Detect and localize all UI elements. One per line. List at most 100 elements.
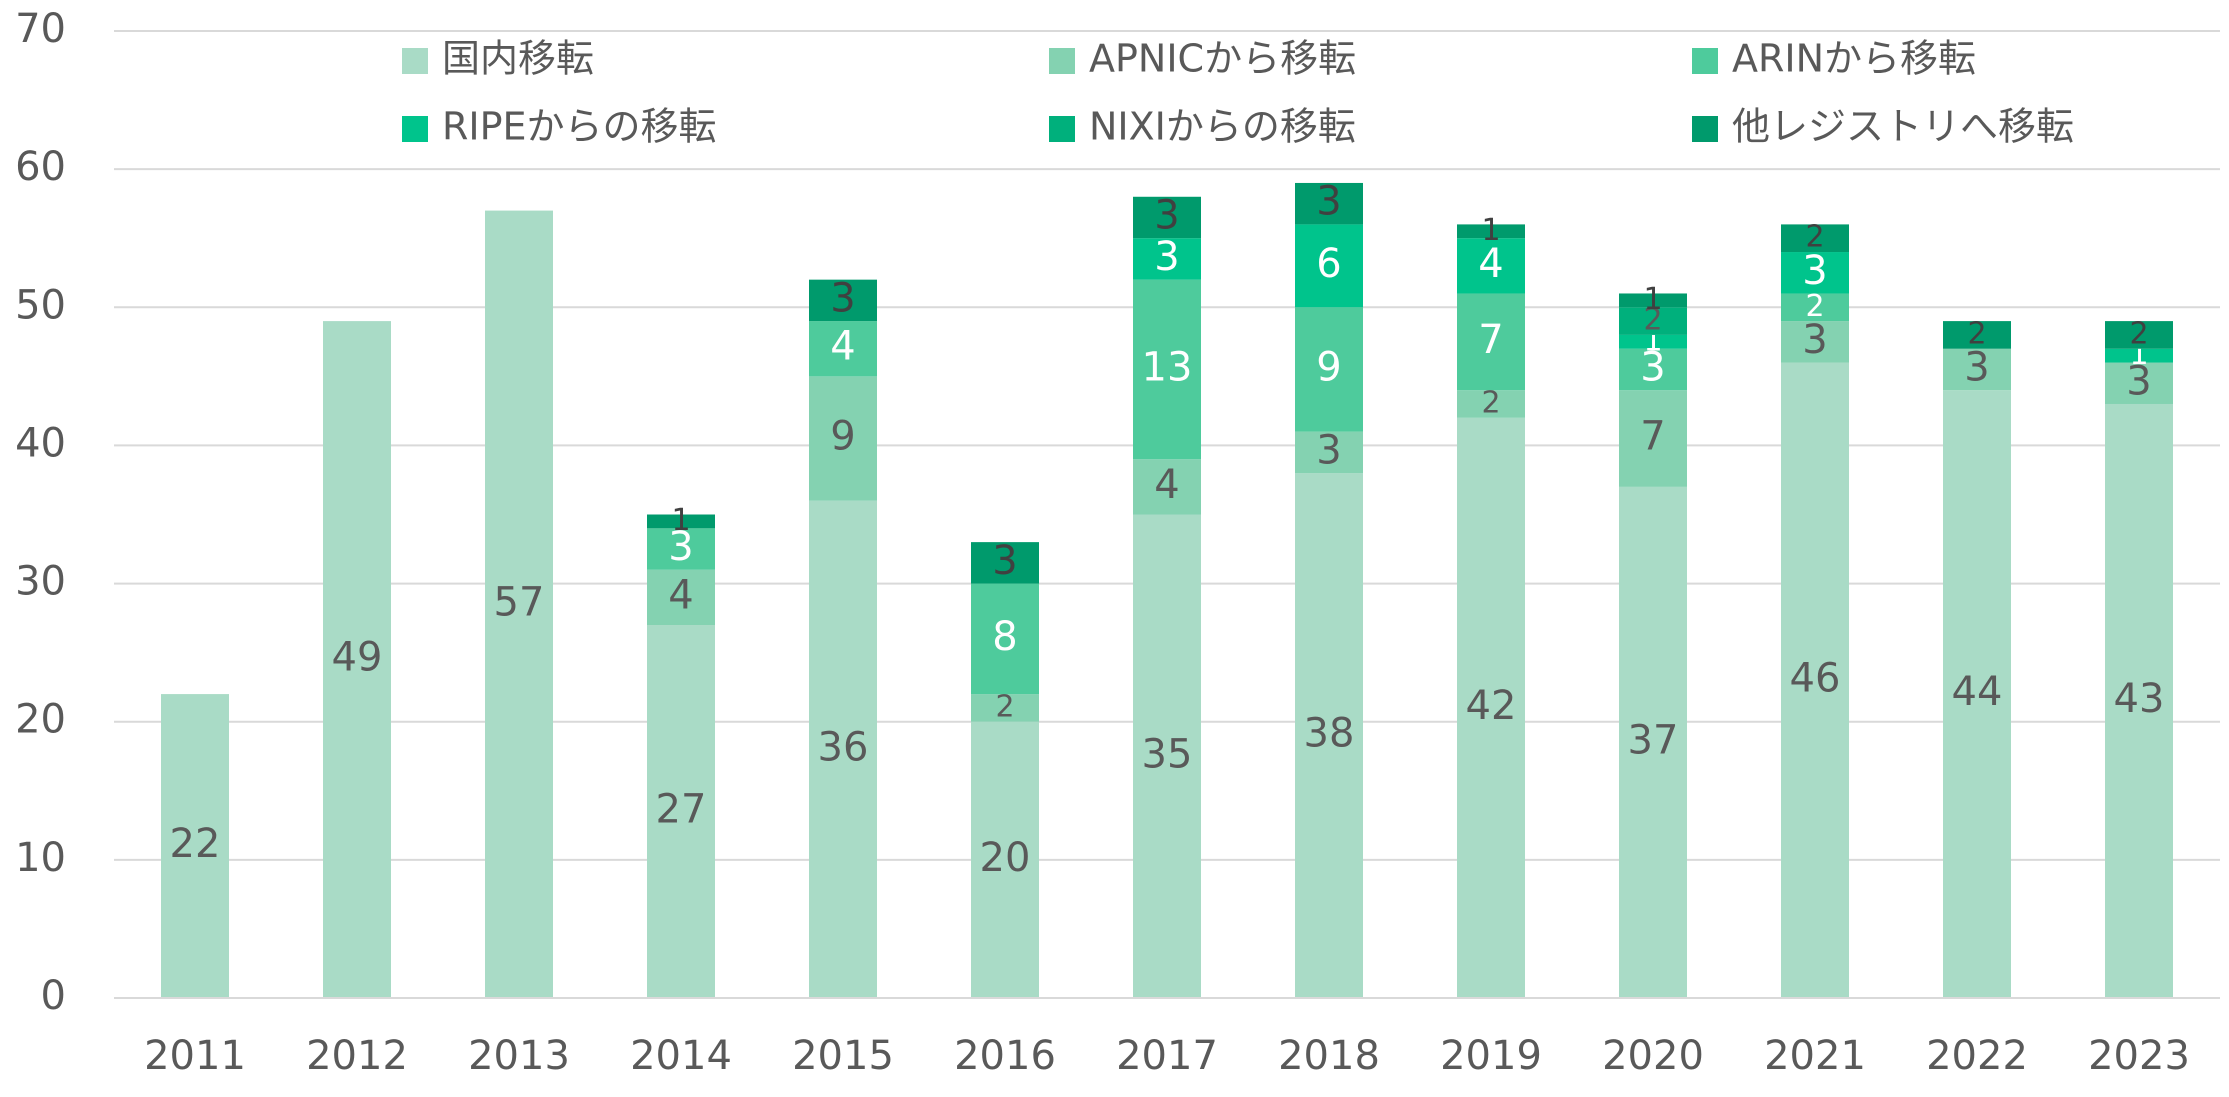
bar-segment	[161, 694, 229, 998]
data-label: 2	[1805, 289, 1824, 324]
data-label: 13	[1142, 344, 1193, 390]
bar-segment	[647, 514, 715, 529]
bar-segment	[809, 376, 877, 501]
data-label: 7	[1640, 414, 1665, 460]
x-tick-label: 2014	[630, 1033, 732, 1079]
legend-label: 他レジストリへ移転	[1732, 105, 2074, 149]
x-tick-label: 2013	[468, 1033, 570, 1079]
data-label: 57	[494, 579, 545, 625]
y-tick-label: 10	[15, 835, 66, 881]
data-label: 3	[992, 538, 1017, 584]
data-label: 43	[2114, 676, 2165, 722]
x-tick-label: 2022	[1926, 1033, 2028, 1079]
legend-swatch	[1692, 116, 1718, 142]
x-tick-label: 2015	[792, 1033, 894, 1079]
bar-segment	[1781, 362, 1849, 998]
legend-swatch	[1049, 116, 1075, 142]
x-tick-label: 2019	[1440, 1033, 1542, 1079]
legend-swatch	[1049, 48, 1075, 74]
bar-segment	[2105, 403, 2173, 998]
data-label: 2	[1481, 385, 1500, 420]
y-tick-label: 70	[15, 6, 66, 52]
legend-label: NIXIからの移転	[1089, 105, 1356, 149]
bar-segment	[1295, 182, 1363, 225]
x-tick-label: 2020	[1602, 1033, 1704, 1079]
bar-segment	[809, 500, 877, 998]
bar-segment	[1781, 252, 1849, 294]
legend-label: RIPEからの移転	[442, 105, 717, 149]
bar-segment	[485, 210, 553, 999]
x-tick-label: 2011	[144, 1033, 246, 1079]
data-label: 2	[2129, 316, 2148, 351]
data-label: 3	[1316, 427, 1341, 473]
y-tick-label: 40	[15, 420, 66, 466]
bar-segment	[647, 625, 715, 998]
data-label: 49	[332, 635, 383, 681]
x-tick-label: 2018	[1278, 1033, 1380, 1079]
data-label: 46	[1790, 655, 1841, 701]
x-tick-label: 2017	[1116, 1033, 1218, 1079]
data-label: 2	[1805, 220, 1824, 255]
bar-segment	[1943, 390, 2011, 999]
bar-segment	[1295, 473, 1363, 998]
bar-segment	[1295, 431, 1363, 474]
bar-segment	[1619, 307, 1687, 335]
data-label: 3	[1802, 248, 1827, 294]
bar-segment	[1133, 279, 1201, 460]
bar-segment	[1619, 293, 1687, 308]
data-label: 36	[818, 724, 869, 770]
y-tick-label: 30	[15, 559, 66, 605]
data-label: 1	[671, 503, 690, 538]
data-label: 3	[1802, 317, 1827, 363]
legend-label: 国内移転	[442, 37, 594, 81]
bar-segment	[647, 569, 715, 626]
data-label: 22	[170, 821, 221, 867]
bar-segment	[1619, 334, 1687, 349]
bar-segment	[1619, 486, 1687, 998]
y-tick-label: 60	[15, 144, 66, 190]
data-label: 8	[992, 614, 1017, 660]
data-label: 1	[1481, 213, 1500, 248]
bar-segment	[1781, 321, 1849, 363]
bar-segment	[2105, 362, 2173, 404]
data-label: 9	[1316, 344, 1341, 390]
data-label: 3	[1964, 344, 1989, 390]
bar-segment	[1133, 514, 1201, 998]
bar-segment	[323, 321, 391, 999]
bar-segment	[971, 542, 1039, 584]
data-label: 3	[1154, 234, 1179, 280]
bar-segment	[1133, 196, 1201, 239]
data-label: 20	[980, 835, 1031, 881]
data-label: 27	[656, 787, 707, 833]
bar-segment	[809, 279, 877, 322]
data-label: 2	[1643, 303, 1662, 338]
legend-swatch	[402, 48, 428, 74]
bar-segment	[647, 528, 715, 570]
bar-segment	[971, 694, 1039, 722]
data-label: 4	[1154, 462, 1179, 508]
x-tick-label: 2023	[2088, 1033, 2190, 1079]
data-label: 35	[1142, 731, 1193, 777]
legend-swatch	[402, 116, 428, 142]
legend-label: ARINから移転	[1732, 37, 1976, 81]
bar-segment	[971, 583, 1039, 695]
bar-segment	[1295, 307, 1363, 432]
data-label: 7	[1478, 317, 1503, 363]
bar-segment	[1619, 348, 1687, 391]
bar-segment	[1133, 459, 1201, 515]
bar-segment	[1457, 238, 1525, 294]
bar-segment	[1619, 390, 1687, 487]
x-tick-label: 2012	[306, 1033, 408, 1079]
x-tick-label: 2021	[1764, 1033, 1866, 1079]
bar-segment	[971, 721, 1039, 998]
data-label: 4	[668, 572, 693, 618]
bar-segment	[1457, 390, 1525, 418]
data-label: 37	[1628, 717, 1679, 763]
y-tick-label: 20	[15, 697, 66, 743]
data-label: 42	[1466, 683, 1517, 729]
bar-segment	[1457, 417, 1525, 998]
y-tick-label: 0	[41, 973, 66, 1019]
bar-segment	[809, 321, 877, 377]
bar-segment	[2105, 321, 2173, 349]
data-label: 3	[830, 275, 855, 321]
